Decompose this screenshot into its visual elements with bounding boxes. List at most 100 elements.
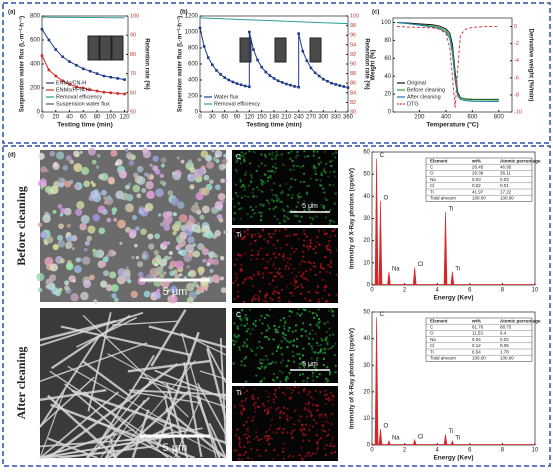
table-cell: 0.01 (500, 183, 509, 188)
particle (110, 149, 118, 157)
panel-label: (d) (8, 153, 16, 159)
map-dot (260, 314, 263, 317)
map-dot (235, 191, 238, 194)
map-dot (250, 397, 253, 400)
data-point (88, 69, 92, 73)
map-dot (266, 253, 269, 256)
map-dot (288, 300, 291, 303)
map-dot (302, 272, 305, 275)
x-tick-label: 800 (494, 115, 505, 121)
table-cell: Na (430, 177, 436, 182)
particle (223, 178, 228, 183)
map-dot (291, 351, 294, 354)
peak (387, 440, 391, 446)
map-dot (319, 179, 322, 182)
photo-inset (274, 37, 287, 63)
data-point (81, 67, 85, 71)
peak-label: Ti (449, 429, 454, 435)
map-dot (291, 429, 294, 432)
map-dot (316, 409, 319, 412)
map-dot (304, 297, 307, 300)
map-dot (264, 173, 267, 176)
map-dot (323, 233, 326, 236)
x-tick-label: 10 (532, 288, 539, 294)
map-dot (329, 219, 332, 222)
x-tick-label: 30 (209, 115, 216, 121)
particle (129, 232, 136, 238)
map-dot (326, 366, 329, 369)
map-dot (259, 367, 262, 370)
table-cell: 29.39 (472, 171, 484, 176)
map-dot (281, 450, 284, 453)
map-dot (286, 431, 289, 434)
map-dot (260, 437, 263, 440)
map-dot (244, 252, 247, 255)
particle (135, 226, 140, 231)
legend-label: Water flux (214, 94, 239, 100)
map-dot (261, 346, 264, 349)
map-dot (283, 442, 286, 445)
map-dot (334, 364, 337, 367)
map-dot (325, 377, 328, 380)
map-dot (255, 435, 258, 438)
map-dot (278, 200, 281, 203)
fiber (39, 438, 154, 459)
map-dot (271, 199, 274, 202)
map-dot (327, 421, 330, 424)
map-dot (305, 277, 308, 280)
particle (197, 157, 202, 162)
map-dot (289, 282, 292, 285)
map-dot (252, 416, 255, 419)
particle (134, 243, 138, 248)
map-dot (302, 229, 305, 232)
y2-tick-label: 98 (350, 23, 356, 29)
y-tick-label: 60 (363, 150, 370, 156)
map-dot (307, 279, 310, 282)
particle (189, 163, 194, 167)
map-dot (257, 273, 260, 276)
map-dot (265, 329, 268, 332)
table-header: wt% (471, 158, 481, 163)
map-dot (259, 234, 262, 237)
particle (194, 201, 199, 206)
particle (153, 249, 160, 256)
particle (90, 180, 94, 184)
map-dot (312, 248, 315, 251)
map-dot (273, 290, 276, 293)
map-dot (320, 172, 323, 175)
map-dot (238, 254, 241, 257)
map-dot (291, 271, 294, 274)
table-cell: 100.00 (472, 355, 486, 360)
map-dot (290, 391, 293, 394)
map-dot (303, 428, 306, 431)
map-dot (327, 175, 330, 178)
map-dot (333, 170, 336, 173)
x-tick-label: 0 (40, 115, 44, 121)
map-dot (251, 235, 254, 238)
map-dot (242, 184, 245, 187)
fiber (100, 419, 126, 459)
map-dot (299, 195, 302, 198)
y-axis-label: Intensity of X-Ray photons (cps/eV) (350, 168, 356, 269)
map-dot (237, 334, 240, 337)
particle (162, 240, 169, 247)
map-dot (290, 196, 293, 199)
map-dot (330, 308, 333, 311)
map-dot (335, 293, 338, 296)
y2-tick-label: 80 (130, 52, 136, 58)
map-dot (270, 418, 273, 421)
map-dot (271, 298, 274, 301)
particle (83, 180, 91, 188)
map-dot (325, 245, 328, 248)
x-axis-label: Testing time (min) (246, 122, 302, 129)
map-dot (298, 363, 301, 366)
map-dot (279, 247, 282, 250)
y-tick-label: 40 (363, 194, 370, 200)
map-dot (332, 395, 335, 398)
map-dot (291, 431, 294, 434)
data-point (326, 79, 329, 83)
map-dot (282, 457, 285, 460)
map-dot (276, 153, 279, 156)
map-dot (325, 393, 328, 396)
map-dot (264, 435, 267, 438)
